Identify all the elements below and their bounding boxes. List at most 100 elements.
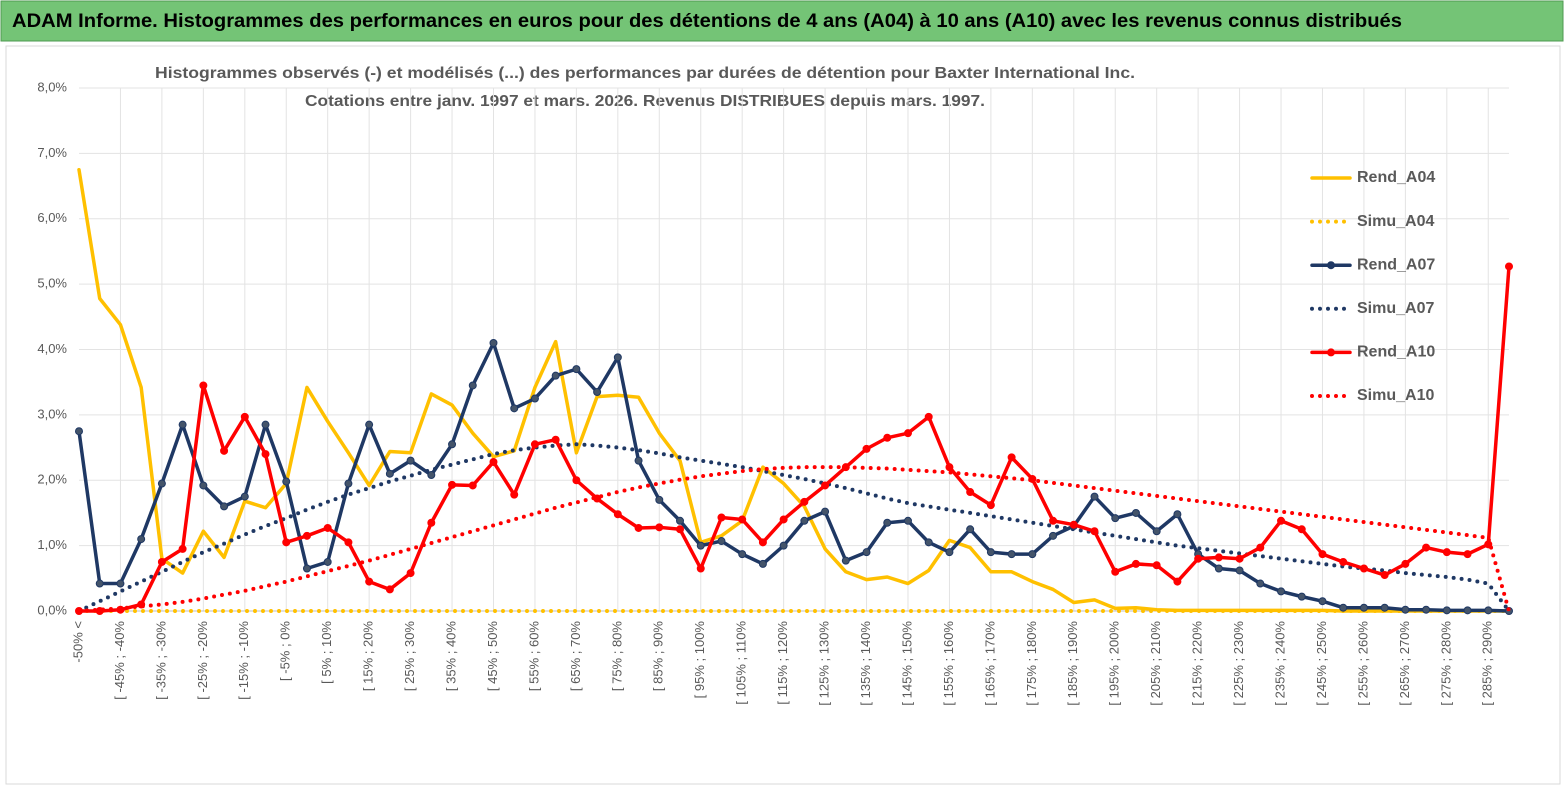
series-marker [530, 440, 539, 449]
series-marker [696, 541, 705, 550]
series-marker [448, 480, 457, 489]
series-marker [1442, 606, 1451, 615]
series-marker [199, 381, 208, 390]
x-tick-label: [ 145% ; 150% [899, 621, 914, 706]
series-line [77, 465, 1511, 613]
header-title: ADAM Informe. Histogrammes des performan… [12, 11, 1402, 32]
x-tick-label: [ -15% ; -10% [236, 621, 251, 700]
series-marker [800, 497, 809, 506]
series-marker [1111, 514, 1120, 523]
x-tick-label: [ 65% ; 70% [568, 621, 583, 692]
series-marker [779, 541, 788, 550]
series-marker [199, 481, 208, 490]
x-tick-label: [ 195% ; 200% [1107, 621, 1122, 706]
series-marker [1442, 548, 1451, 557]
series-marker [1463, 550, 1472, 559]
legend-label: Rend_A10 [1357, 344, 1435, 361]
series-marker [634, 456, 643, 465]
series-marker [240, 492, 249, 501]
series-marker [427, 518, 436, 527]
series-marker [717, 537, 726, 546]
series-marker [75, 427, 83, 436]
series-marker [593, 387, 602, 396]
series-marker [240, 412, 249, 421]
series-marker [1256, 543, 1265, 552]
series-marker [1256, 579, 1265, 588]
x-tick-label: [ 165% ; 170% [982, 621, 997, 706]
series-marker [613, 353, 622, 362]
series-marker [1297, 592, 1306, 601]
series-marker [1484, 606, 1493, 615]
x-tick-label: [ 275% ; 280% [1438, 621, 1453, 706]
x-tick-label: [ -25% ; -20% [195, 621, 210, 700]
series-marker [717, 513, 726, 522]
series-marker [862, 548, 871, 557]
legend-label: Rend_A07 [1357, 256, 1435, 273]
x-tick-label: [ 185% ; 190% [1065, 621, 1080, 706]
x-tick-label: [ 85% ; 90% [651, 621, 666, 692]
series-marker [676, 525, 685, 534]
series-marker [1339, 557, 1348, 566]
x-tick-label: [ 235% ; 240% [1272, 621, 1287, 706]
x-tick-label: [ 255% ; 260% [1355, 621, 1370, 706]
series-marker [261, 450, 270, 459]
series-marker [903, 429, 912, 438]
series-marker [945, 463, 954, 472]
series-marker [634, 523, 643, 532]
series-marker [821, 481, 830, 490]
chart-subtitle: Cotations entre janv. 1997 et mars. 2026… [305, 93, 985, 110]
series-marker [841, 556, 850, 565]
series-marker [1277, 516, 1286, 525]
x-tick-label: [ 215% ; 220% [1190, 621, 1205, 706]
series-marker [966, 525, 975, 534]
legend-label: Simu_A10 [1357, 387, 1434, 404]
series-marker [468, 481, 477, 490]
series-marker [1235, 566, 1244, 575]
x-tick-label: [ 115% ; 120% [775, 621, 790, 705]
y-tick-label: 4,0% [37, 341, 67, 356]
series-marker [302, 531, 311, 540]
series-marker [1028, 550, 1037, 559]
series-marker [510, 404, 519, 413]
x-tick-label: [ 25% ; 30% [402, 621, 417, 692]
series-marker [1380, 571, 1389, 580]
x-tick-label: [ 5% ; 10% [319, 621, 334, 684]
x-tick-label: [ 35% ; 40% [443, 621, 458, 692]
x-tick-label: [ 265% ; 270% [1397, 621, 1412, 706]
series-marker [323, 557, 332, 566]
x-tick-label: [ -45% ; -40% [112, 621, 127, 700]
series-marker [178, 420, 187, 429]
series-marker [738, 515, 747, 524]
series-marker [1297, 525, 1306, 534]
series-marker [862, 444, 871, 453]
series-marker [1277, 587, 1286, 596]
series-marker [883, 433, 892, 442]
series-marker [655, 495, 664, 504]
series-marker [468, 381, 477, 390]
series-marker [1214, 564, 1223, 573]
x-tick-label: [ 55% ; 60% [526, 621, 541, 692]
legend-marker [1327, 261, 1335, 270]
header-bar [0, 0, 1564, 42]
x-tick-label: [ -5% ; 0% [278, 621, 293, 681]
series-marker [365, 420, 374, 429]
series-marker [966, 488, 975, 497]
series-marker [220, 446, 229, 455]
series-line [77, 442, 1511, 613]
legend-label: Simu_A07 [1357, 300, 1434, 317]
series-marker [903, 516, 912, 525]
series-marker [1090, 527, 1099, 536]
series-marker [406, 569, 415, 578]
series-marker [1069, 520, 1078, 529]
series-marker [95, 579, 104, 588]
series-marker [551, 435, 560, 444]
series-marker [1131, 559, 1140, 568]
y-tick-label: 6,0% [37, 210, 67, 225]
series-marker [365, 577, 374, 586]
series-marker [1463, 606, 1472, 615]
series-marker [157, 557, 166, 566]
x-tick-label: [ 95% ; 100% [692, 621, 707, 699]
series-marker [924, 538, 933, 547]
series-marker [489, 457, 498, 466]
